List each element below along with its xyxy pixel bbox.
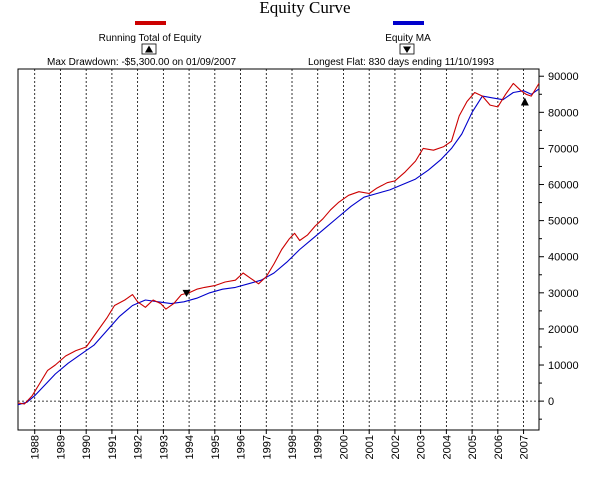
y-tick-label: 20000 [548,324,579,336]
y-tick-label: 0 [548,396,554,408]
flat-marker-icon [182,289,191,297]
x-tick-label: 1994 [184,435,196,459]
x-tick-label: 2004 [441,435,453,459]
chart-title: Equity Curve [259,0,350,17]
y-tick-label: 30000 [548,288,579,300]
x-tick-label: 1991 [107,435,119,459]
x-tick-label: 1989 [55,435,67,459]
y-axis: 90000 80000 70000 60000 50000 40000 30000 20000… [539,71,579,420]
equity-ma-line [17,88,540,406]
x-tick-label: 2005 [467,435,479,459]
y-tick-label: 60000 [548,180,579,192]
marker-layer [182,97,529,297]
x-tick-label: 1993 [158,435,170,459]
drawdown-marker-icon [520,97,529,106]
x-tick-label: 2002 [390,435,402,459]
legend-label-equity: Running Total of Equity [99,33,202,44]
x-tick-label: 2001 [364,435,376,459]
down-triangle-icon [403,46,411,53]
y-tick-label: 50000 [548,216,579,228]
legend-label-ma: Equity MA [385,33,431,44]
y-tick-label: 70000 [548,143,579,155]
x-tick-label: 2007 [519,435,531,459]
x-tick-label: 1990 [81,435,93,459]
x-tick-label: 1998 [287,435,299,459]
equity-line [17,82,540,405]
series-layer [17,82,540,406]
x-tick-label: 2000 [338,435,350,459]
legend: Running Total of Equity Equity MA [99,21,431,55]
up-triangle-icon [145,45,153,53]
max-drawdown-text: Max Drawdown: -$5,300.00 on 01/09/2007 [47,57,236,68]
x-tick-label: 2003 [416,435,428,459]
longest-flat-text: Longest Flat: 830 days ending 11/10/1993 [308,57,495,68]
legend-swatch-ma [393,21,424,25]
y-tick-label: 10000 [548,360,579,372]
x-tick-label: 1996 [236,435,248,459]
y-tick-label: 40000 [548,252,579,264]
legend-swatch-equity [135,21,166,25]
x-tick-label: 1988 [30,435,42,459]
x-tick-label: 1999 [313,435,325,459]
x-tick-label: 1995 [210,435,222,459]
x-tick-label: 1992 [133,435,145,459]
plot-area [17,68,540,431]
x-tick-label: 2006 [493,435,505,459]
y-tick-label: 90000 [548,71,579,83]
x-tick-label: 1997 [261,435,273,459]
x-axis: 1988 1989 1990 1991 1992 1993 1994 1995 1996 1997… [30,430,531,459]
y-tick-label: 80000 [548,107,579,119]
grid-lines [34,69,524,430]
